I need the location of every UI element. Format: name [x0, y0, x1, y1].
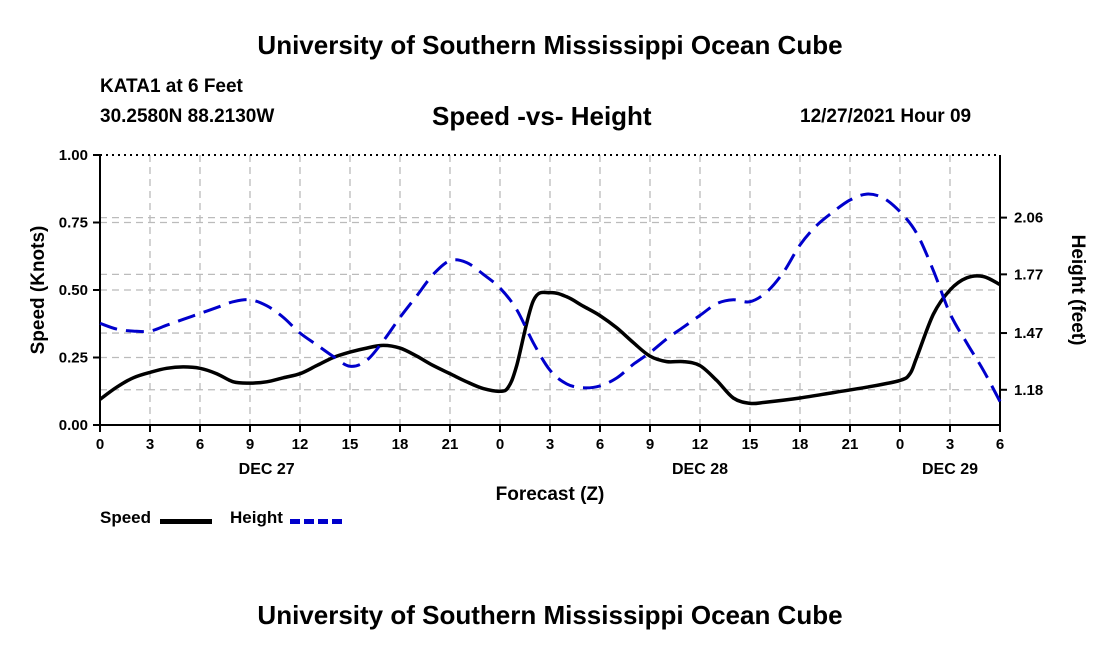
x-tick-label: 6 — [996, 436, 1004, 453]
coordinates-label: 30.2580N 88.2130W — [100, 106, 275, 127]
x-tick-label: 0 — [496, 436, 504, 453]
x-tick-label: 0 — [96, 436, 104, 453]
y-right-tick-label: 1.47 — [1014, 325, 1043, 342]
x-tick-label: 12 — [692, 436, 709, 453]
y-axis-right-label: Height (feet) — [1067, 235, 1088, 346]
x-tick-label: 21 — [842, 436, 859, 453]
legend-speed-swatch — [160, 519, 212, 524]
legend-height-label: Height — [230, 508, 283, 527]
y-left-tick-label: 0.50 — [59, 282, 88, 299]
x-tick-label: 3 — [146, 436, 154, 453]
y-left-tick-label: 1.00 — [59, 147, 88, 164]
x-tick-label: 9 — [246, 436, 254, 453]
x-tick-label: 21 — [442, 436, 459, 453]
x-tick-label: 12 — [292, 436, 309, 453]
y-right-tick-label: 2.06 — [1014, 210, 1043, 227]
date-label: DEC 28 — [672, 461, 728, 478]
series-line-speed — [98, 274, 1001, 406]
x-tick-label: 9 — [646, 436, 654, 453]
legend-speed-label: Speed — [100, 508, 152, 527]
y-left-tick-label: 0.25 — [59, 350, 88, 367]
x-tick-label: 15 — [742, 436, 759, 453]
page-title: University of Southern Mississippi Ocean… — [257, 30, 843, 60]
x-tick-label: 6 — [196, 436, 204, 453]
legend-height-swatch — [290, 519, 342, 524]
date-label: DEC 27 — [239, 461, 295, 478]
forecast-datetime: 12/27/2021 Hour 09 — [800, 106, 972, 127]
chart-series — [98, 192, 1002, 406]
x-tick-label: 3 — [546, 436, 554, 453]
chart-ticks: 0 3 6 9 12 15 18 21 0 3 6 9 12 15 18 21 0 3 6 DEC 27 DEC 28 D… — [59, 147, 1043, 478]
x-tick-label: 18 — [792, 436, 809, 453]
y-axis-left-label: Speed (Knots) — [28, 226, 49, 355]
y-left-tick-label: 0.00 — [59, 417, 88, 434]
x-axis-label: Forecast (Z) — [496, 484, 605, 505]
series-line-height — [99, 192, 1002, 403]
chart-subtitle: Speed -vs- Height — [432, 101, 652, 131]
footer-title: University of Southern Mississippi Ocean… — [257, 600, 843, 630]
y-right-tick-label: 1.18 — [1014, 382, 1043, 399]
date-label: DEC 29 — [922, 461, 978, 478]
station-label: KATA1 at 6 Feet — [100, 76, 243, 97]
x-tick-label: 15 — [342, 436, 359, 453]
y-right-tick-label: 1.77 — [1014, 266, 1043, 283]
y-left-tick-label: 0.75 — [59, 215, 88, 232]
x-tick-label: 0 — [896, 436, 904, 453]
x-tick-label: 6 — [596, 436, 604, 453]
x-tick-label: 3 — [946, 436, 954, 453]
x-tick-label: 18 — [392, 436, 409, 453]
